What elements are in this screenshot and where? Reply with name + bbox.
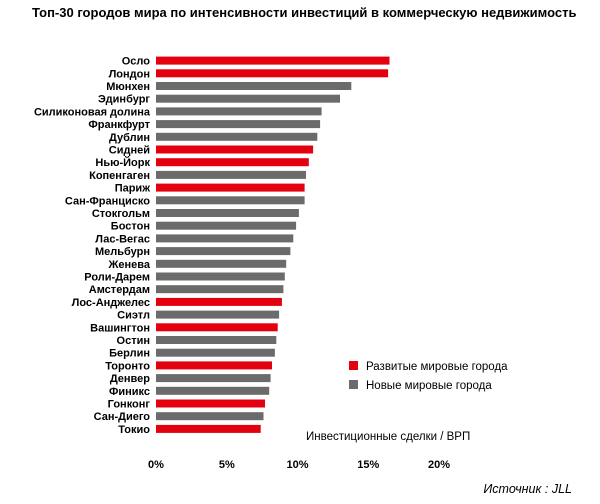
- category-label: Нью-Йорк: [95, 156, 150, 169]
- bar: [156, 374, 271, 383]
- category-label: Роли-Дарем: [84, 272, 150, 284]
- bar: [156, 158, 309, 167]
- x-tick-label: 15%: [357, 459, 379, 471]
- category-label: Эдинбург: [98, 94, 150, 106]
- bar: [156, 336, 277, 344]
- category-label: Сан-Франциско: [65, 195, 150, 207]
- category-label: Вашингтон: [90, 322, 150, 334]
- category-label: Торонто: [105, 360, 150, 372]
- bar: [156, 272, 285, 281]
- category-label: Лондон: [109, 68, 150, 80]
- category-label: Осло: [122, 56, 151, 68]
- bar: [156, 399, 265, 408]
- category-label: Дублин: [109, 132, 150, 144]
- bar: [156, 69, 389, 78]
- category-label: Лас-Вегас: [95, 233, 150, 245]
- category-label: Женева: [107, 259, 150, 271]
- category-label: Стокгольм: [92, 208, 150, 220]
- bar: [156, 209, 299, 217]
- bar: [156, 221, 297, 230]
- x-tick-label: 0%: [148, 459, 164, 471]
- x-tick-label: 5%: [219, 459, 235, 471]
- bar: [156, 412, 264, 421]
- category-label: Копенгаген: [89, 170, 150, 182]
- bars-group: [156, 56, 390, 433]
- category-label: Сан-Диего: [94, 411, 151, 423]
- chart-title: Топ-30 городов мира по интенсивности инв…: [32, 5, 576, 20]
- legend-label: Развитые мировые города: [366, 361, 508, 373]
- legend-label: Новые мировые города: [366, 380, 492, 392]
- bar: [156, 386, 270, 395]
- category-label: Берлин: [109, 348, 150, 360]
- legend-swatch: [349, 380, 358, 389]
- bar: [156, 247, 291, 256]
- bar: [156, 82, 352, 90]
- x-tick-label: 20%: [428, 459, 450, 471]
- category-label: Амстердам: [89, 284, 150, 296]
- bar: [156, 323, 278, 332]
- category-label: Денвер: [110, 373, 150, 385]
- category-label: Остин: [117, 335, 150, 347]
- category-label: Финикс: [109, 386, 150, 398]
- category-label: Бостон: [111, 221, 150, 233]
- bar: [156, 132, 318, 141]
- x-axis-label: Инвестиционные сделки / ВРП: [306, 431, 470, 443]
- bar: [156, 183, 305, 192]
- category-label: Франкфурт: [88, 119, 150, 131]
- bar: [156, 170, 306, 179]
- category-label: Сиэтл: [117, 310, 150, 322]
- bar: [156, 107, 322, 116]
- legend-swatch: [349, 361, 358, 370]
- x-tick-label: 10%: [286, 459, 308, 471]
- category-label: Мюнхен: [106, 81, 150, 93]
- bar: [156, 196, 305, 205]
- bar: [156, 145, 314, 154]
- category-label: Сидней: [109, 145, 150, 157]
- bar: [156, 348, 275, 357]
- x-ticks-group: 0% 5% 10% 15% 20%: [148, 459, 450, 471]
- source-note: Источник : JLL: [483, 482, 572, 496]
- category-label: Париж: [115, 183, 151, 195]
- bar: [156, 94, 340, 103]
- category-label: Силиконовая долина: [34, 106, 151, 118]
- bar: [156, 310, 280, 319]
- bar: [156, 285, 284, 294]
- legend: Развитые мировые города Новые мировые гор…: [349, 361, 508, 392]
- bar: [156, 120, 321, 129]
- category-label: Лос-Анджелес: [72, 297, 150, 309]
- bar: [156, 259, 287, 268]
- bar: [156, 297, 282, 306]
- bar: [156, 361, 272, 370]
- category-label: Мельбурн: [95, 246, 150, 258]
- bar: [156, 234, 294, 243]
- bar: [156, 56, 390, 65]
- category-label: Токио: [118, 424, 150, 436]
- bar: [156, 424, 261, 433]
- category-label: Гонконг: [108, 399, 151, 411]
